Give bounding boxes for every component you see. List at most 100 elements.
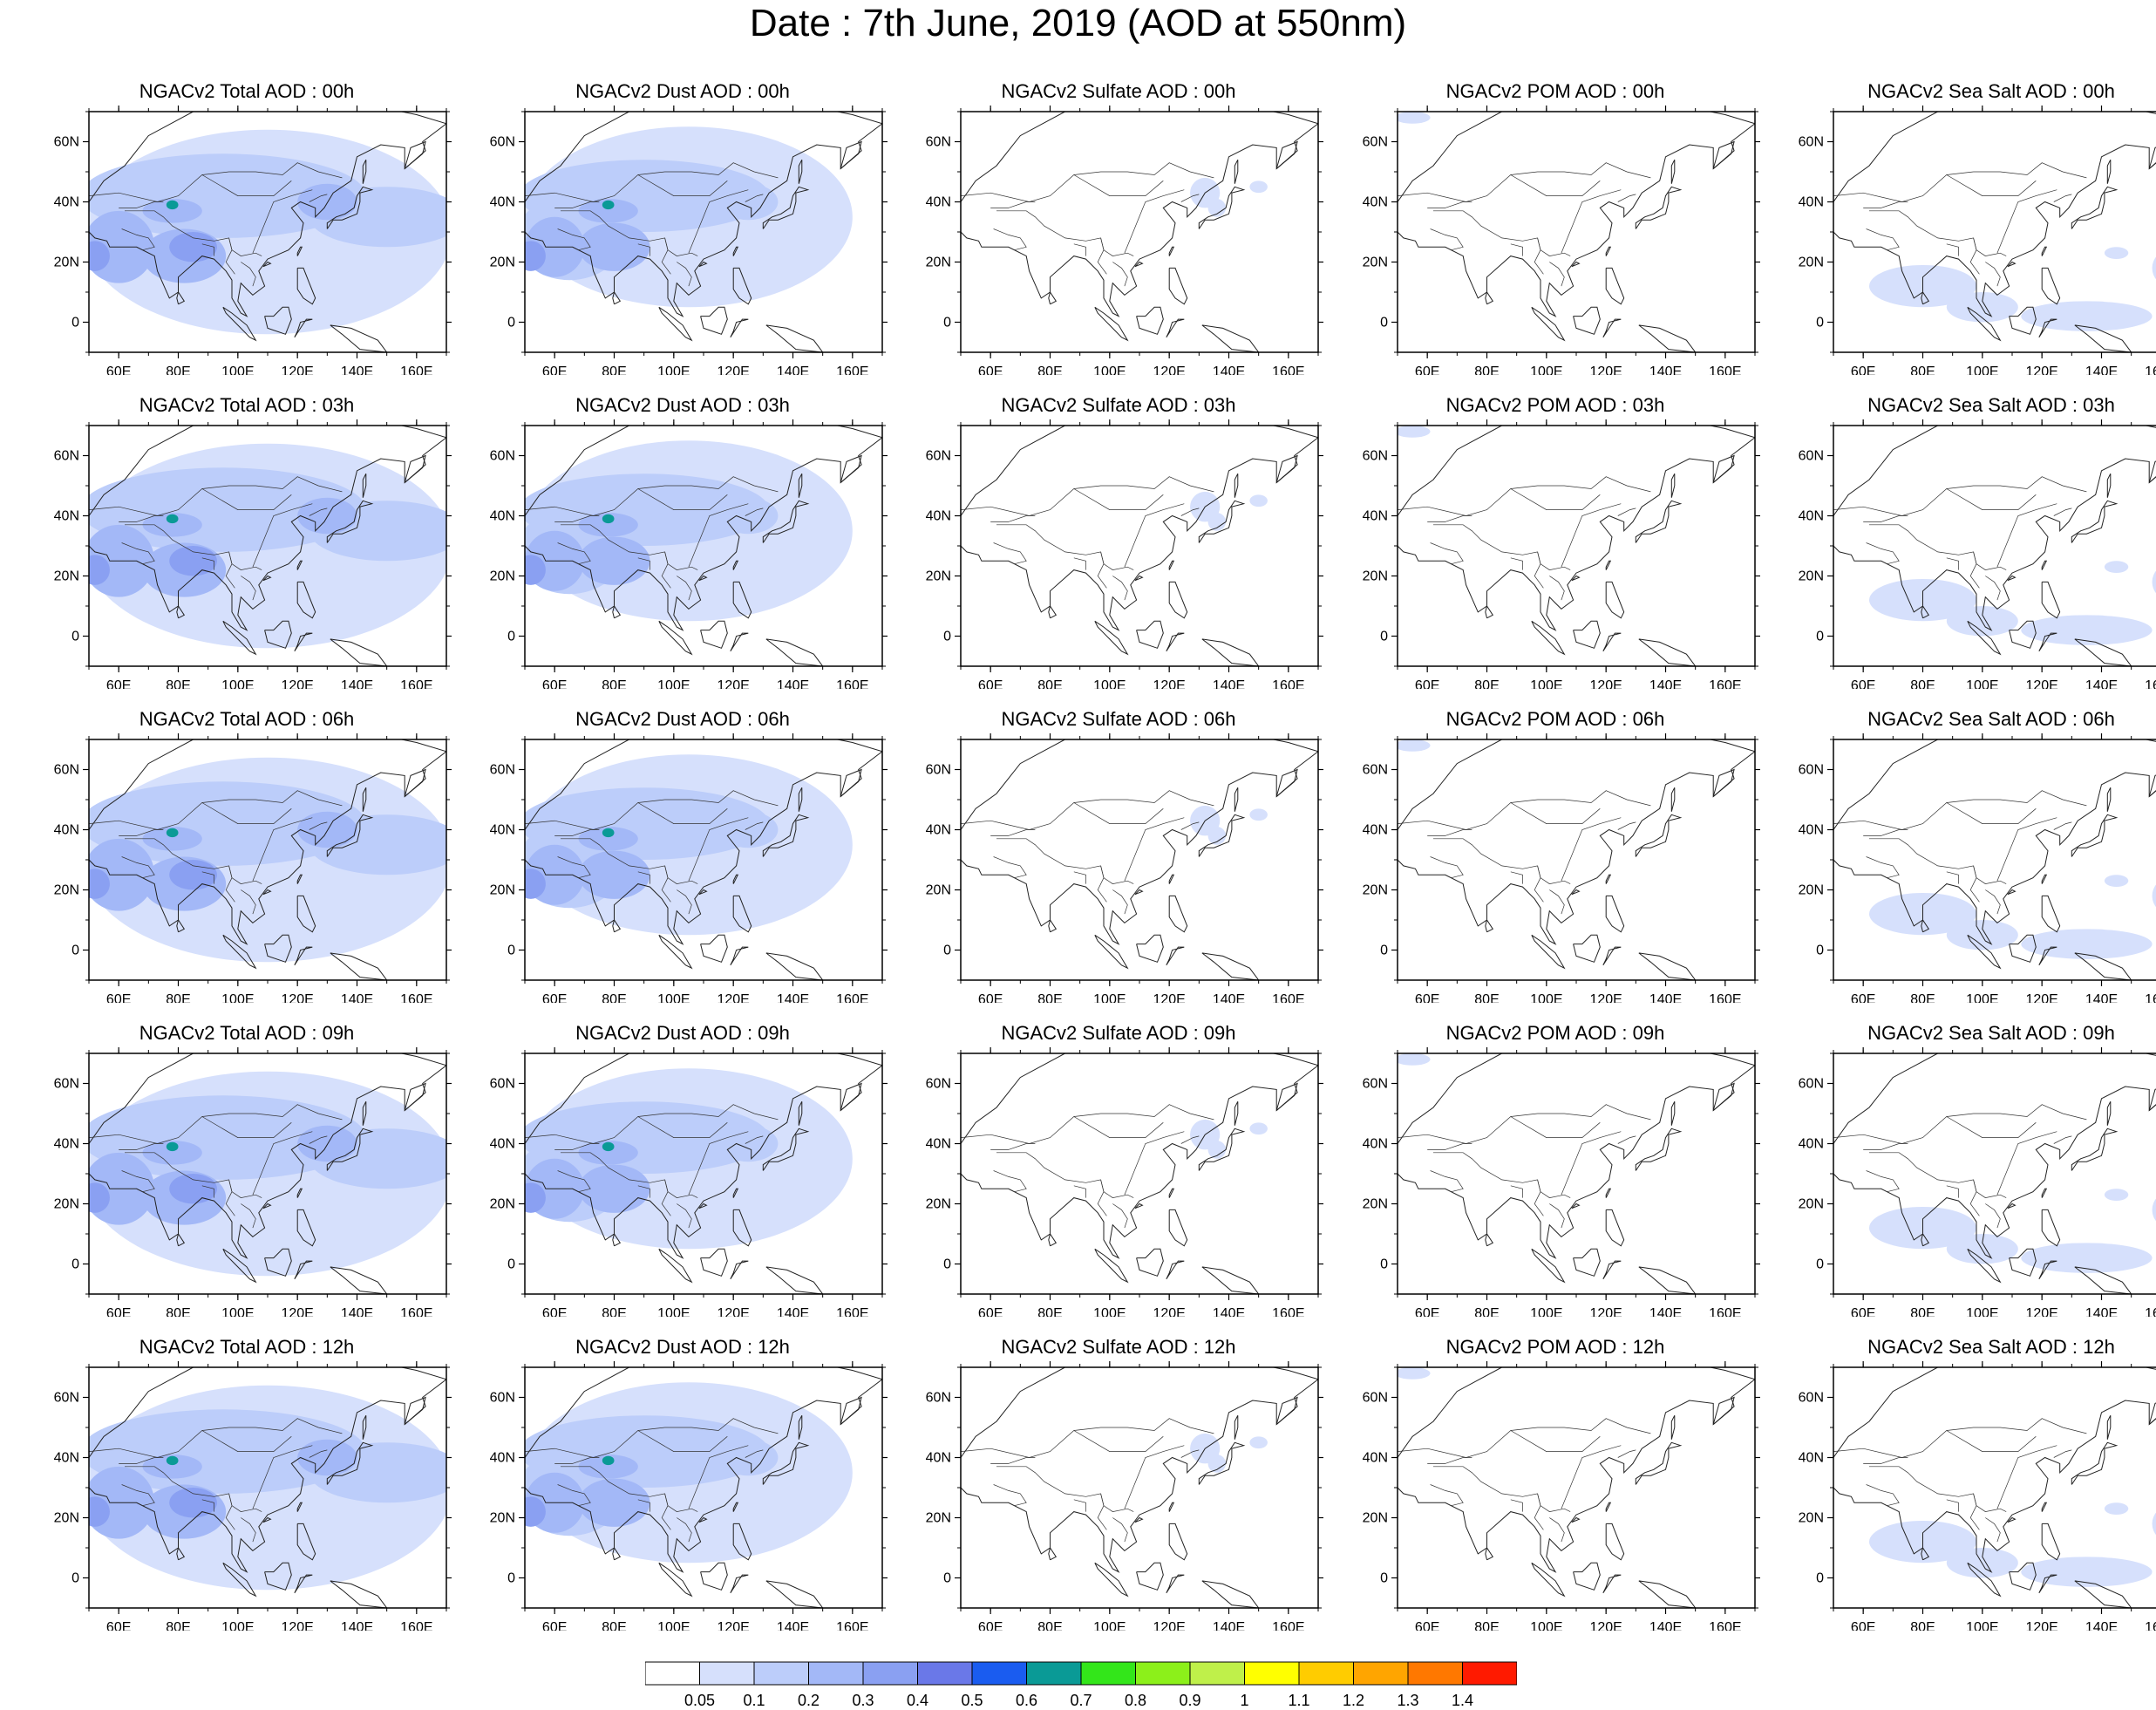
country-border: [990, 829, 1036, 836]
country-border: [661, 865, 671, 903]
country-border: [1869, 1466, 2007, 1512]
lon-tick-label: 140E: [1213, 992, 1245, 1003]
country-border: [1124, 817, 1185, 882]
coastline: [1605, 1209, 1625, 1247]
lon-tick-label: 160E: [1709, 1620, 1741, 1631]
coastline: [1134, 261, 1144, 268]
map-plot: 60E 80E 100E 120E 140E 160E 60N 40N 20N 0: [1363, 106, 1760, 375]
lon-tick-label: 140E: [777, 678, 809, 689]
lat-tick-label: 60N: [1799, 449, 1824, 464]
colorbar-label: 1.2: [1342, 1692, 1365, 1709]
lat-tick-label: 40N: [1363, 509, 1388, 524]
country-border: [1430, 1484, 1464, 1507]
country-border: [561, 838, 698, 884]
country-border: [125, 1466, 262, 1512]
country-border: [637, 488, 728, 510]
coastline: [798, 473, 803, 498]
country-border: [201, 174, 292, 196]
lat-tick-label: 60N: [1799, 1391, 1824, 1406]
lat-tick-label: 40N: [54, 195, 79, 210]
lat-tick-label: 20N: [490, 1197, 515, 1212]
lat-tick-label: 60N: [1363, 1077, 1388, 1092]
lon-tick-label: 120E: [1589, 364, 1622, 375]
lat-tick-label: 20N: [1799, 883, 1824, 898]
coastline: [294, 318, 313, 338]
country-border: [1427, 1143, 1472, 1150]
coastline: [1967, 306, 2002, 342]
coastline: [1485, 1546, 1494, 1561]
coastline: [2041, 581, 2061, 619]
lat-tick-label: 0: [1380, 316, 1388, 330]
coastline: [2038, 1260, 2057, 1280]
coastline: [700, 306, 728, 335]
country-border: [1549, 262, 1565, 287]
map-plot: 60E 80E 100E 120E 140E 160E 60N 40N 20N 0: [54, 106, 452, 375]
coastline: [1166, 318, 1185, 338]
colorbar-label: 0.3: [852, 1692, 874, 1709]
map-panel-pom-12h: NGACv2 POM AOD : 12h 60E 80E 100E 120E 140E 16…: [1350, 1334, 1760, 1631]
coastline: [700, 1248, 728, 1277]
aod-shading: [602, 1141, 615, 1152]
aod-shading: [578, 199, 638, 223]
country-border: [1112, 889, 1128, 915]
lon-tick-label: 140E: [1649, 1620, 1682, 1631]
coastline: [698, 1202, 708, 1209]
map-plot: 60E 80E 100E 120E 140E 160E 60N 40N 20N 0: [926, 1047, 1323, 1317]
coastline: [1201, 952, 1260, 980]
lon-tick-label: 60E: [978, 1620, 1003, 1631]
country-border: [677, 576, 692, 601]
panel-title: NGACv2 Total AOD : 12h: [139, 1336, 355, 1358]
country-border: [1510, 1430, 1601, 1452]
country-border: [1433, 210, 1571, 256]
country-border: [637, 174, 728, 196]
aod-shading: [1398, 1053, 1431, 1066]
coastline: [961, 1053, 1318, 1259]
lat-tick-label: 0: [1380, 1257, 1388, 1272]
aod-shading: [578, 536, 650, 585]
country-border: [1398, 1418, 1651, 1458]
country-border: [121, 228, 155, 251]
coastline: [1571, 1516, 1581, 1523]
aod-shading: [1946, 292, 2018, 323]
aod-shading: [2152, 884, 2156, 908]
lon-tick-label: 60E: [1415, 678, 1439, 689]
coastline: [1638, 638, 1697, 666]
coastline: [1571, 575, 1581, 582]
coastline: [2007, 1516, 2017, 1523]
coastline: [89, 112, 446, 317]
coastline: [525, 1367, 882, 1573]
lon-tick-label: 60E: [1851, 1620, 1875, 1631]
lon-tick-label: 140E: [777, 1620, 809, 1631]
lat-tick-label: 0: [1816, 1257, 1824, 1272]
aod-shading: [602, 1455, 615, 1466]
coastline: [840, 1396, 862, 1425]
coastline: [2148, 146, 2156, 169]
country-border: [1427, 829, 1472, 836]
lon-tick-label: 100E: [1530, 1306, 1562, 1317]
country-border: [1969, 551, 1980, 589]
country-border: [309, 508, 328, 516]
coastline: [1094, 1562, 1129, 1598]
lat-tick-label: 0: [507, 1571, 515, 1586]
panel-title: NGACv2 Sea Salt AOD : 03h: [1867, 394, 2115, 416]
lat-tick-label: 20N: [54, 569, 79, 584]
lat-tick-label: 20N: [926, 255, 951, 270]
coastline: [1670, 1100, 1676, 1126]
coastline: [1670, 787, 1676, 812]
country-border: [677, 262, 692, 287]
lon-tick-label: 120E: [281, 678, 313, 689]
aod-shading: [169, 1174, 217, 1204]
lat-tick-label: 60N: [490, 135, 515, 150]
coastline: [1605, 267, 1625, 305]
coastline: [2071, 1128, 2119, 1171]
coastline: [1275, 140, 1298, 169]
coastline: [330, 952, 388, 980]
aod-shading: [169, 232, 217, 262]
country-border: [1097, 865, 1107, 903]
lat-tick-label: 60N: [926, 449, 951, 464]
coastline: [2038, 946, 2057, 966]
coastline: [2106, 473, 2112, 498]
coastline: [732, 874, 739, 884]
lon-tick-label: 140E: [341, 678, 373, 689]
country-border: [1534, 237, 1544, 275]
